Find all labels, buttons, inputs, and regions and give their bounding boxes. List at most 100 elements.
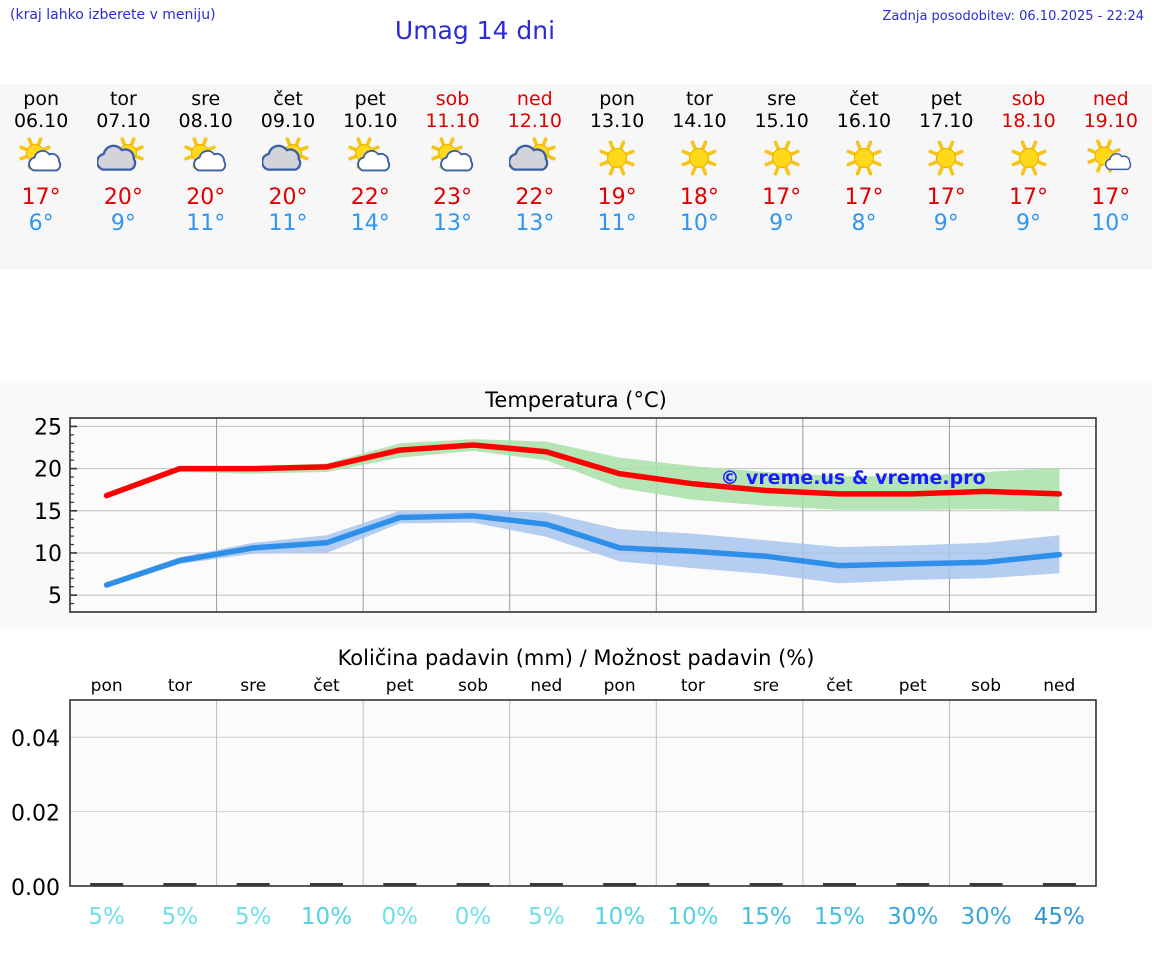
day-of-week-label: tor [109,88,137,110]
precip-day-label-9: sre [753,676,780,696]
precipitation-chart-title: Količina padavin (mm) / Možnost padavin … [337,646,815,670]
day-of-week-label: čet [273,88,303,110]
day-column-13[interactable]: ned 19.10 17° 10° [1070,84,1152,269]
day-column-10[interactable]: čet 16.10 17° 8° [823,84,905,269]
day-column-8[interactable]: tor 14.10 18° 10° [658,84,740,269]
precip-probability-8: 10% [667,904,719,930]
precip-probability-1: 5% [161,904,199,930]
min-temperature-label: 14° [350,211,390,236]
max-temperature-label: 20° [103,185,143,210]
day-date-label: 08.10 [178,110,233,132]
max-temperature-label: 17° [21,185,61,210]
sun-cloud-icon [16,135,66,181]
day-of-week-label: sre [191,88,221,110]
precip-probability-5: 0% [454,904,492,930]
precip-probability-13: 45% [1033,904,1085,930]
precip-probability-9: 15% [740,904,792,930]
precip-probability-0: 5% [88,904,125,930]
location-menu-note: (kraj lahko izberete v meniju) [10,7,216,23]
day-column-0[interactable]: pon 06.10 17° 6° [0,84,82,269]
precip-day-label-8: tor [680,676,705,696]
day-of-week-label: sob [435,88,470,110]
day-date-label: 17.10 [919,110,974,132]
day-of-week-label: ned [516,88,553,110]
day-date-label: 12.10 [507,110,563,132]
day-column-12[interactable]: sob 18.10 17° 9° [987,84,1069,269]
max-temperature-label: 17° [1009,185,1049,210]
precip-probability-10: 15% [813,904,866,930]
min-temperature-label: 9° [933,211,959,236]
min-temperature-label: 11° [597,211,637,236]
max-temperature-label: 17° [1091,185,1131,210]
min-temperature-label: 6° [28,211,54,236]
sun-icon [594,135,640,181]
day-column-2[interactable]: sre 08.10 20° 11° [165,84,247,269]
min-temperature-label: 10° [1091,211,1131,236]
day-date-label: 19.10 [1083,110,1138,132]
day-column-6[interactable]: ned 12.10 22° 13° [494,84,576,269]
sun-bigcloud-icon [261,135,314,181]
day-of-week-label: pon [599,88,635,110]
min-temperature-label: 9° [110,211,136,236]
sun-icon [676,135,722,181]
day-date-label: 18.10 [1001,110,1056,132]
max-temperature-label: 22° [350,185,390,210]
precip-day-label-1: tor [167,676,192,696]
sun-bigcloud-icon [508,135,561,181]
precip-day-label-10: čet [826,676,853,696]
max-temperature-label: 17° [926,185,966,210]
precip-day-label-7: pon [603,676,636,696]
min-temperature-label: 8° [851,211,877,236]
precip-day-label-2: sre [240,676,267,696]
max-temperature-label: 18° [679,185,719,210]
day-of-week-label: tor [685,88,713,110]
day-column-4[interactable]: pet 10.10 22° 14° [329,84,411,269]
precip-day-label-5: sob [458,676,489,696]
day-of-week-label: pon [23,88,59,110]
precipitation-probability-row: 5% 5% 5% 10% 0% 0% 5% 10% 10% 15% 15% 30% 30% 45% [70,900,1096,934]
precip-day-label-13: ned [1043,676,1076,696]
sun-icon [759,135,805,181]
day-column-7[interactable]: pon 13.10 19° 11° [576,84,658,269]
last-updated-label: Zadnja posodobitev: 06.10.2025 - 22:24 [882,9,1144,24]
sun-smallcloud-icon [1086,135,1136,181]
sun-icon [923,135,969,181]
max-temperature-label: 23° [433,185,473,210]
precip-probability-12: 30% [960,904,1012,930]
sun-cloud-icon [345,135,395,181]
min-temperature-label: 10° [679,211,719,236]
day-date-label: 09.10 [260,110,316,132]
day-of-week-label: pet [354,88,386,110]
precip-probability-7: 10% [594,904,646,930]
precip-day-label-4: pet [385,676,414,696]
day-column-9[interactable]: sre 15.10 17° 9° [741,84,823,269]
max-temperature-label: 19° [597,185,637,210]
max-temperature-label: 20° [186,185,226,210]
day-date-label: 13.10 [589,110,645,132]
day-column-11[interactable]: pet 17.10 17° 9° [905,84,987,269]
precip-day-label-3: čet [313,676,340,696]
day-date-label: 10.10 [343,110,398,132]
day-column-5[interactable]: sob 11.10 23° 13° [411,84,493,269]
day-of-week-label: sre [767,88,797,110]
day-date-label: 11.10 [425,110,480,132]
day-column-3[interactable]: čet 09.10 20° 11° [247,84,329,269]
min-temperature-label: 13° [433,211,473,236]
min-temperature-label: 13° [515,211,555,236]
daily-forecast-strip: pon 06.10 17° 6° tor 07.10 20° 9° sre 08.10 20°… [0,84,1152,269]
min-temperature-label: 9° [1016,211,1042,236]
sun-icon [841,135,887,181]
page-title: Umag 14 dni [394,16,556,45]
day-column-1[interactable]: tor 07.10 20° 9° [82,84,164,269]
max-temperature-label: 17° [844,185,884,210]
sun-cloud-icon [428,135,478,181]
precip-probability-11: 30% [887,904,939,930]
precip-day-label-11: pet [898,676,927,696]
precip-probability-6: 5% [528,904,565,930]
day-of-week-label: ned [1092,88,1129,110]
precipitation-day-labels: pon tor sre čet pet sob ned pon tor sre čet pet sob n… [70,675,1096,697]
min-temperature-label: 11° [186,211,226,236]
day-of-week-label: sob [1011,88,1046,110]
sun-icon [1006,135,1052,181]
temperature-chart-panel [0,383,1152,628]
